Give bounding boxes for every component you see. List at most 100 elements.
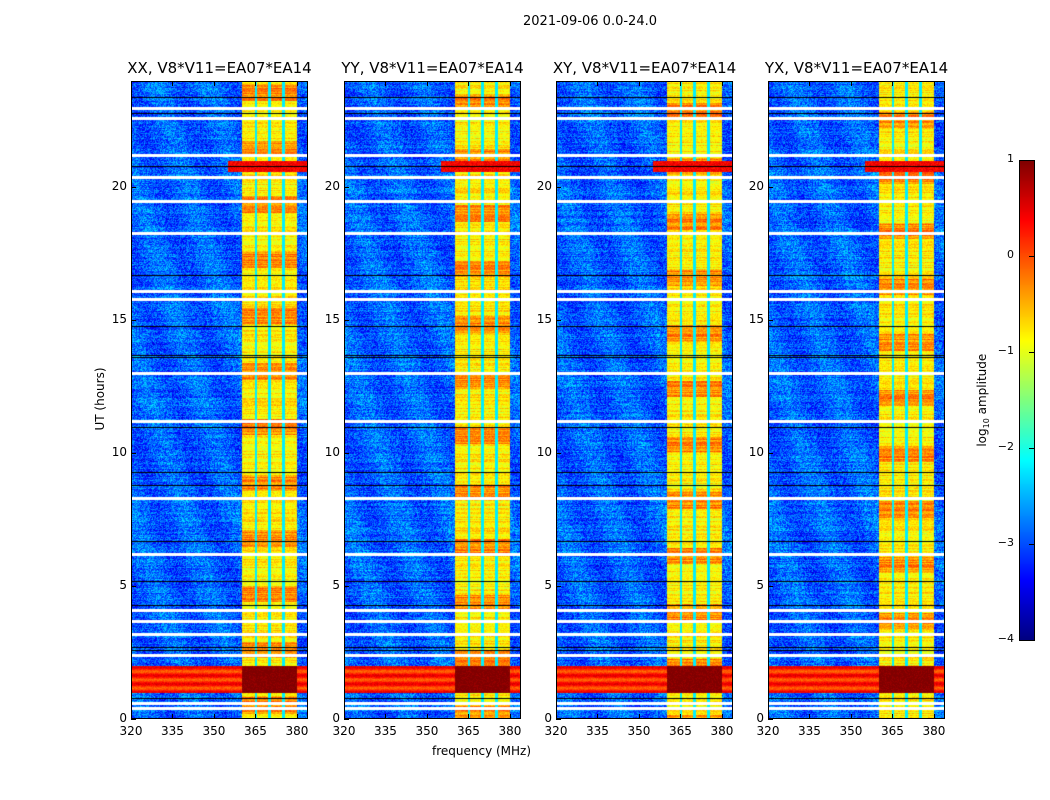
- x-tick-mark: [509, 714, 511, 719]
- y-tick-mark: [344, 187, 349, 189]
- x-tick-mark: [721, 81, 723, 86]
- colorbar-tick-mark: [1029, 256, 1035, 257]
- x-tick-label: 335: [374, 724, 397, 738]
- y-tick-mark: [131, 586, 136, 588]
- y-tick-label: 20: [324, 179, 340, 194]
- x-tick-mark: [385, 81, 387, 86]
- x-tick-mark: [892, 81, 894, 86]
- heatmap-panel-xx: [131, 81, 308, 719]
- y-tick-mark: [131, 453, 136, 455]
- colorbar-label-sub: 10: [982, 418, 992, 429]
- y-tick-label: 15: [536, 312, 552, 327]
- x-tick-mark: [809, 714, 811, 719]
- colorbar-tick-label: −1: [997, 344, 1014, 357]
- y-tick-mark: [768, 320, 773, 322]
- panel-frame: [131, 81, 308, 719]
- x-tick-label: 350: [202, 724, 226, 738]
- x-tick-label: 350: [415, 724, 439, 738]
- x-tick-mark: [556, 81, 557, 86]
- y-tick-label: 0: [332, 711, 340, 725]
- x-tick-mark: [638, 81, 640, 86]
- y-tick-mark: [768, 187, 773, 189]
- y-tick-mark: [131, 719, 136, 720]
- colorbar-tick-label: −2: [997, 440, 1014, 453]
- x-tick-label: 350: [627, 724, 651, 738]
- y-tick-label: 10: [536, 445, 552, 460]
- x-tick-mark: [426, 714, 428, 719]
- heatmap-panel-yx: [768, 81, 945, 719]
- colorbar-tick-label: 1: [1007, 152, 1014, 165]
- x-tick-mark: [597, 81, 599, 86]
- colorbar-label: log10 amplitude: [975, 345, 991, 455]
- y-tick-label: 10: [324, 445, 340, 460]
- y-tick-mark: [768, 586, 773, 588]
- y-tick-label: 0: [544, 711, 552, 725]
- y-tick-mark: [556, 320, 561, 322]
- panel-title: XY, V8*V11=EA07*EA14: [552, 59, 737, 77]
- x-tick-label: 350: [839, 724, 863, 738]
- x-tick-label: 335: [798, 724, 821, 738]
- x-tick-mark: [344, 81, 345, 86]
- x-tick-mark: [768, 81, 769, 86]
- x-tick-mark: [892, 714, 894, 719]
- y-tick-label: 5: [332, 578, 340, 593]
- y-tick-mark: [556, 586, 561, 588]
- y-tick-label: 20: [748, 179, 764, 194]
- x-tick-label: 380: [498, 724, 522, 738]
- colorbar: [1019, 160, 1034, 640]
- y-tick-mark: [131, 187, 136, 189]
- panel-title: XX, V8*V11=EA07*EA14: [127, 59, 312, 77]
- colorbar-frame: [1019, 160, 1035, 641]
- y-tick-label: 20: [536, 179, 552, 194]
- x-tick-mark: [721, 714, 723, 719]
- x-tick-mark: [597, 714, 599, 719]
- x-tick-mark: [680, 81, 682, 86]
- y-tick-mark: [344, 320, 349, 322]
- y-tick-mark: [131, 320, 136, 322]
- x-tick-mark: [468, 81, 470, 86]
- x-tick-mark: [385, 714, 387, 719]
- x-tick-mark: [933, 714, 935, 719]
- x-tick-mark: [638, 714, 640, 719]
- x-tick-mark: [850, 714, 852, 719]
- x-tick-label: 320: [544, 724, 568, 738]
- y-tick-label: 10: [748, 445, 764, 460]
- y-tick-mark: [344, 586, 349, 588]
- y-tick-label: 5: [119, 578, 127, 593]
- colorbar-tick-mark: [1029, 448, 1035, 449]
- x-tick-label: 380: [285, 724, 309, 738]
- y-tick-label: 15: [324, 312, 340, 327]
- y-tick-label: 0: [119, 711, 127, 725]
- x-tick-mark: [172, 714, 174, 719]
- heatmap-panel-xy: [556, 81, 733, 719]
- y-tick-label: 5: [756, 578, 764, 593]
- y-tick-mark: [556, 453, 561, 455]
- x-tick-label: 380: [922, 724, 946, 738]
- colorbar-tick-mark: [1029, 640, 1035, 641]
- x-tick-mark: [131, 714, 132, 719]
- x-tick-label: 365: [457, 724, 480, 738]
- x-axis-label: frequency (MHz): [432, 744, 532, 758]
- x-tick-mark: [556, 714, 557, 719]
- x-tick-mark: [255, 81, 257, 86]
- x-tick-label: 335: [586, 724, 609, 738]
- x-tick-mark: [172, 81, 174, 86]
- y-tick-label: 10: [111, 445, 127, 460]
- y-tick-mark: [344, 719, 349, 720]
- y-tick-mark: [768, 453, 773, 455]
- x-tick-label: 365: [881, 724, 904, 738]
- y-tick-label: 15: [748, 312, 764, 327]
- y-tick-label: 5: [544, 578, 552, 593]
- y-tick-mark: [556, 719, 561, 720]
- figure-title: 2021-09-06 0.0-24.0: [523, 14, 657, 29]
- y-tick-label: 15: [111, 312, 127, 327]
- x-tick-label: 320: [332, 724, 356, 738]
- x-tick-mark: [255, 714, 257, 719]
- x-tick-label: 320: [756, 724, 780, 738]
- colorbar-tick-label: −4: [997, 632, 1014, 645]
- colorbar-label-suffix: amplitude: [974, 353, 989, 419]
- y-tick-mark: [344, 453, 349, 455]
- x-tick-mark: [213, 81, 215, 86]
- x-tick-mark: [213, 714, 215, 719]
